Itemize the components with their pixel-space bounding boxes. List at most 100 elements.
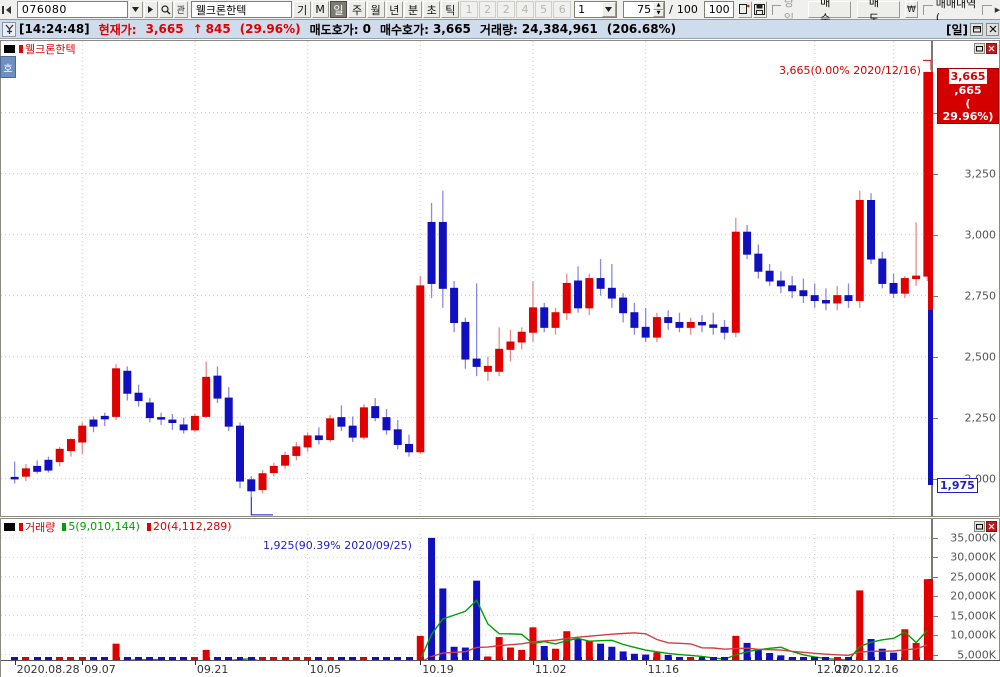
num-btn-5[interactable]: 5 (534, 1, 553, 18)
x-axis-tick-color (563, 657, 571, 660)
volume-plot[interactable] (1, 534, 933, 674)
x-axis-tick-color (495, 657, 503, 660)
won-currency-icon[interactable]: ₩ (904, 1, 919, 18)
trade-history-sub-checkbox[interactable]: ▶ (981, 4, 1000, 15)
x-axis-tick-color (585, 657, 593, 660)
close-window-icon[interactable] (986, 22, 999, 36)
caret-down-icon[interactable]: ▼ (653, 9, 665, 17)
num-btn-1[interactable]: 1 (460, 1, 478, 18)
save-icon[interactable] (752, 1, 767, 18)
x-axis-tick-color (878, 657, 886, 660)
bar-count-value: 75 (637, 3, 652, 16)
x-axis-tick-color (428, 657, 436, 660)
period-btn-month[interactable]: 월 (366, 1, 385, 18)
x-axis-label: 2020.12.16 (833, 660, 899, 676)
price-tick-mark (933, 112, 938, 114)
price-panel-title: 웰크론한텍 (25, 42, 76, 56)
x-axis-tick-color (259, 657, 267, 660)
period-btn-minute[interactable]: 분 (404, 1, 422, 18)
bar-count-stepper[interactable]: 75 ▲ ▼ (622, 1, 666, 18)
x-axis-tick-color (642, 657, 650, 660)
order-book-tab[interactable]: 호 (0, 56, 16, 78)
buy-button[interactable]: 매수 (808, 0, 851, 25)
x-axis-tick-color (552, 657, 559, 660)
chart-settings-icon[interactable] (737, 1, 752, 18)
volume-title-group: 거래량 (19, 519, 55, 535)
x-axis-tick-color (225, 657, 233, 660)
x-axis-tick-color (687, 657, 695, 660)
minimize-icon[interactable] (974, 521, 985, 532)
x-axis-tick-color (822, 657, 830, 660)
close-icon[interactable] (986, 521, 997, 532)
stepper-buttons[interactable]: ▲ ▼ (653, 2, 665, 17)
x-axis-tick-color (529, 657, 537, 660)
x-axis-tick-color (22, 657, 30, 660)
checkbox-box (771, 4, 781, 15)
x-axis-tick-color (653, 657, 661, 660)
checkbox-box (923, 4, 933, 15)
x-axis-tick-color (180, 657, 188, 660)
period-btn-day[interactable]: 일 (329, 1, 348, 18)
chevron-right-icon[interactable]: ▶ (994, 5, 1000, 14)
trade-history-checkbox[interactable]: 매매내역( (923, 0, 976, 24)
related-button[interactable]: 관 (173, 1, 188, 18)
search-icon[interactable] (158, 1, 173, 18)
x-axis-tick-color (270, 657, 278, 660)
x-axis-tick-color (901, 657, 909, 660)
stock-name-input[interactable]: 웰크론한텍 (190, 1, 293, 18)
minimize-icon[interactable] (974, 43, 985, 54)
volume-tick-label: 10,000K (950, 628, 996, 642)
x-axis-tick-color (326, 657, 334, 660)
chevron-down-icon[interactable] (601, 2, 616, 17)
high-price-annotation: 3,665(0.00% 2020/12/16) (779, 64, 921, 78)
num-btn-2[interactable]: 2 (478, 1, 497, 18)
toolbar-btn-gi[interactable]: 기 (293, 1, 311, 18)
candlestick-plot[interactable] (1, 41, 933, 516)
x-axis-tick-color (777, 657, 785, 660)
x-axis-tick-color (799, 657, 807, 660)
period-btn-week[interactable]: 주 (348, 1, 366, 18)
caret-up-icon[interactable]: ▲ (653, 2, 665, 10)
num-btn-4[interactable]: 4 (516, 1, 534, 18)
period-btn-tick[interactable]: 틱 (441, 1, 460, 18)
ma5-label: 5(9,010,144) (68, 520, 140, 533)
price-range-indicator-lower (928, 310, 933, 485)
x-axis-tick-color (484, 657, 492, 660)
x-axis-label: 12.07 (814, 660, 849, 676)
x-axis-tick-color (157, 657, 165, 660)
x-axis-label: 09.07 (82, 660, 116, 676)
interval-combo[interactable]: 1 (574, 1, 617, 18)
page-size-input[interactable]: 100 (703, 1, 734, 18)
close-icon[interactable] (986, 43, 997, 54)
low-price-marker: 1,975 (937, 477, 978, 493)
volume-tick-mark (933, 635, 938, 637)
move-grip-icon[interactable] (1, 0, 14, 19)
ask-price-value: 0 (362, 22, 371, 36)
sell-button[interactable]: 매도 (856, 0, 900, 25)
volume-tick-mark (933, 557, 938, 559)
x-axis-tick-color (247, 657, 255, 660)
period-btn-year[interactable]: 년 (385, 1, 404, 18)
today-checkbox[interactable]: 당일 (771, 0, 803, 26)
x-axis-tick-color (405, 657, 413, 660)
x-axis-tick-color (833, 657, 841, 660)
code-next-icon[interactable] (143, 1, 158, 18)
x-axis-tick-color (213, 657, 221, 660)
x-axis-tick-color (461, 657, 469, 660)
interval-combo-value: 1 (578, 3, 586, 16)
x-axis-tick-color (540, 657, 548, 660)
x-axis-tick-color (123, 657, 131, 660)
code-dropdown-icon[interactable] (128, 1, 143, 18)
ma5-color-marker (62, 522, 67, 531)
num-btn-3[interactable]: 2 (497, 1, 516, 18)
current-price-marker-value: 3,665 (948, 69, 988, 85)
num-btn-6[interactable]: 6 (553, 1, 572, 18)
period-btn-second[interactable]: 초 (422, 1, 441, 18)
toolbar-btn-m[interactable]: M (311, 1, 329, 18)
stock-code-input[interactable]: 076080 (16, 1, 128, 18)
x-axis-tick-color (473, 657, 481, 660)
restore-window-icon[interactable] (970, 22, 983, 36)
x-axis-tick-color (416, 657, 424, 660)
x-axis-tick-color (67, 657, 75, 660)
